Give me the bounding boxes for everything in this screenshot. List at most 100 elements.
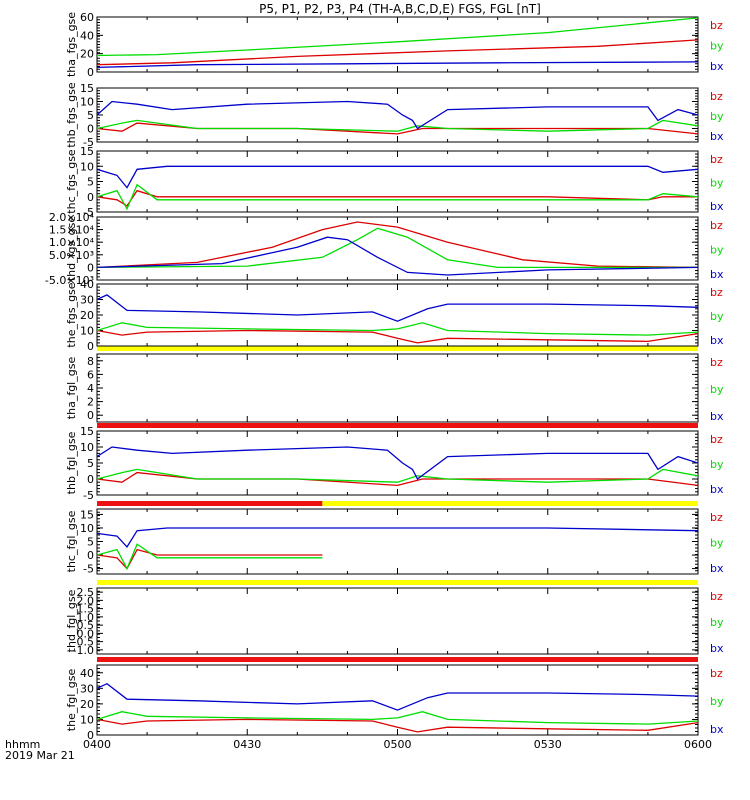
status-bar-yellow: [322, 501, 698, 506]
y-axis-label: thc_fgs_gse: [65, 149, 78, 214]
series-line-by: [97, 227, 698, 269]
y-tick-label: 0: [87, 409, 94, 422]
x-tick-label: 0530: [534, 738, 562, 751]
y-axis-label: the_fgs_gse: [65, 282, 78, 347]
y-tick-label: 15: [80, 508, 94, 521]
legend-bz: bz: [710, 286, 723, 299]
legend-bx: bx: [710, 642, 724, 655]
legend-by: by: [710, 537, 724, 550]
legend-bz: bz: [710, 219, 723, 232]
y-tick-label: 10: [80, 441, 94, 454]
legend-bx: bx: [710, 483, 724, 496]
series-line-by: [97, 183, 698, 211]
series-line-by: [97, 322, 698, 336]
y-tick-label: -1.0: [73, 644, 94, 657]
y-axis-label: thd_fgl_gse: [65, 589, 78, 652]
y-tick-label: 60: [80, 11, 94, 24]
y-axis-label: thb_fgs_gse: [65, 82, 78, 148]
y-tick-label: 2.0×10⁴: [49, 211, 95, 224]
y-tick-label: 1.5: [77, 603, 95, 616]
y-tick-label: 15: [80, 145, 94, 158]
legend-bz: bz: [710, 153, 723, 166]
y-tick-label: -0.5: [73, 636, 94, 649]
legend-by: by: [710, 383, 724, 396]
y-tick-label: 10: [80, 522, 94, 535]
legend-bz: bz: [710, 667, 723, 680]
status-bar-red: [97, 501, 323, 506]
y-axis-label: thb_fgl_gse: [65, 431, 78, 494]
series-line-bx: [97, 527, 698, 548]
y-tick-label: -5: [83, 206, 94, 219]
y-tick-label: 0: [87, 123, 94, 136]
series-line-bz: [97, 471, 698, 487]
series-line-by: [97, 543, 323, 571]
x-tick-label: 0430: [233, 738, 261, 751]
legend-bz: bz: [710, 90, 723, 103]
series-line-bz: [97, 189, 698, 207]
legend-by: by: [710, 244, 724, 257]
series-line-bx: [97, 61, 698, 69]
status-bar-yellow: [97, 346, 698, 351]
y-tick-label: 20: [80, 48, 94, 61]
legend-by: by: [710, 40, 724, 53]
panel-frame: [96, 508, 699, 575]
legend-bx: bx: [710, 200, 724, 213]
y-tick-label: 1.5×10⁴: [49, 224, 95, 237]
y-tick-label: -5: [83, 563, 94, 576]
series-line-by: [97, 119, 698, 132]
y-tick-label: 10: [80, 325, 94, 338]
chart-title: P5, P1, P2, P3, P4 (TH-A,B,C,D,E) FGS, F…: [259, 2, 541, 16]
y-tick-label: -5: [83, 136, 94, 149]
legend-bz: bz: [710, 590, 723, 603]
y-tick-label: 15: [80, 425, 94, 438]
legend-bz: bz: [710, 19, 723, 32]
y-tick-label: -5.0×10³: [45, 274, 94, 287]
y-tick-label: 1.0×10⁴: [49, 236, 95, 249]
legend-by: by: [710, 177, 724, 190]
y-tick-label: 0: [87, 261, 94, 274]
legend-bz: bz: [710, 511, 723, 524]
legend-bx: bx: [710, 723, 724, 736]
legend-bx: bx: [710, 268, 724, 281]
y-tick-label: 0: [87, 340, 94, 353]
date-label: 2019 Mar 21: [5, 749, 75, 762]
legend-bz: bz: [710, 433, 723, 446]
y-tick-label: 30: [80, 294, 94, 307]
series-line-bx: [97, 294, 698, 322]
legend-bx: bx: [710, 130, 724, 143]
series-line-bz: [97, 122, 698, 135]
y-tick-label: 0: [87, 191, 94, 204]
y-tick-label: 20: [80, 309, 94, 322]
y-tick-label: 5: [87, 457, 94, 470]
y-tick-label: 4: [87, 382, 94, 395]
legend-by: by: [710, 310, 724, 323]
status-bar-red: [97, 423, 698, 428]
y-axis-label: thc_fgl_gse: [65, 510, 78, 572]
series-line-bx: [97, 236, 698, 276]
status-bar-yellow: [97, 580, 698, 585]
panel-frame: [96, 150, 699, 213]
panel-frame: [96, 283, 699, 347]
y-tick-label: 1.0: [77, 611, 95, 624]
series-line-bx: [97, 682, 698, 711]
y-tick-label: 0.0: [77, 627, 95, 640]
series-line-bx: [97, 165, 698, 189]
panel-thd_fgs_gse: -5.0×10³05.0×10³1.0×10⁴1.5×10⁴2.0×10⁴thd…: [45, 211, 724, 287]
y-axis-label: thd_fgs_gse: [65, 216, 78, 282]
legend-bx: bx: [710, 334, 724, 347]
legend-bz: bz: [710, 356, 723, 369]
series-line-bz: [97, 39, 698, 66]
y-axis-label: the_fgl_gse: [65, 669, 78, 732]
y-tick-label: 0: [87, 729, 94, 742]
x-tick-label: 0400: [83, 738, 111, 751]
series-line-by: [97, 468, 698, 483]
y-tick-label: 5: [87, 536, 94, 549]
